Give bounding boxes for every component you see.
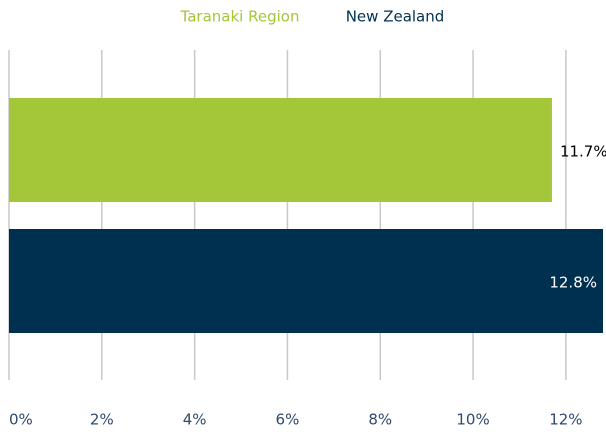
legend-label: New Zealand [346, 8, 445, 26]
data-label: 12.8% [549, 274, 597, 292]
x-tick-label: 10% [456, 411, 489, 429]
x-tick-label: 8% [368, 411, 392, 429]
legend-label: Taranaki Region [180, 8, 300, 26]
bar [9, 229, 603, 333]
bar [9, 98, 552, 202]
x-tick-label: 2% [90, 411, 114, 429]
data-label: 11.7% [560, 143, 606, 161]
x-tick-label: 6% [276, 411, 300, 429]
x-tick-label: 12% [549, 411, 582, 429]
x-tick-label: 4% [183, 411, 207, 429]
x-tick-label: 0% [9, 411, 33, 429]
